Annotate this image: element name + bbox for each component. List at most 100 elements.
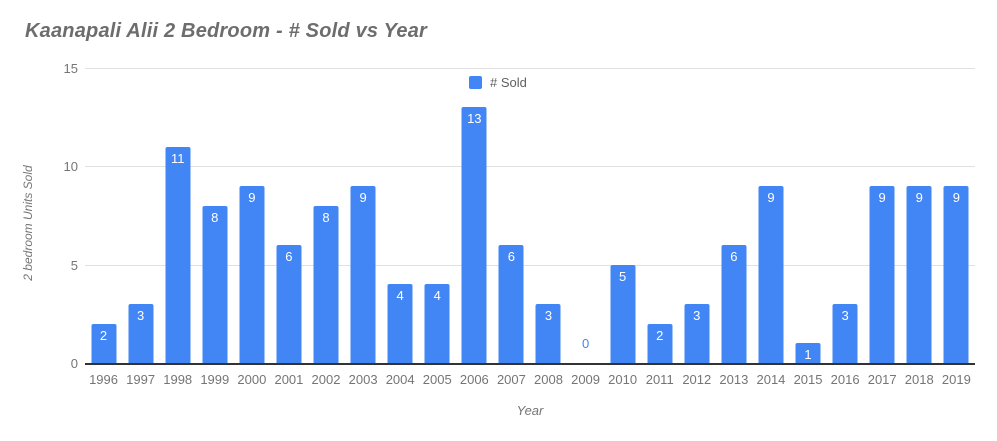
- bar-2000[interactable]: 9: [239, 186, 265, 363]
- bar-slot-2004: 4: [382, 68, 419, 365]
- legend-color-swatch: [469, 76, 482, 89]
- bar-value-label-1998: 11: [170, 150, 185, 166]
- x-tick-2019: 2019: [941, 372, 971, 387]
- bar-2002[interactable]: 8: [313, 205, 339, 363]
- y-tick-label-10: 10: [63, 159, 78, 175]
- x-tick-2012: 2012: [682, 372, 712, 387]
- bar-value-label-2012: 3: [693, 308, 701, 323]
- bar-value-label-2016: 3: [841, 308, 849, 323]
- bar-slot-2012: 3: [678, 68, 715, 365]
- bar-2006[interactable]: 13: [461, 107, 487, 363]
- bar-value-label-2006: 13: [467, 111, 482, 127]
- bar-slot-2001: 6: [270, 68, 307, 365]
- bar-value-label-2000: 9: [248, 190, 256, 205]
- bar-value-label-2013: 6: [730, 249, 738, 264]
- x-tick-2007: 2007: [496, 372, 526, 387]
- bar-value-label-1999: 8: [211, 209, 219, 225]
- bar-2004[interactable]: 4: [387, 284, 413, 363]
- bar-2013[interactable]: 6: [721, 245, 747, 363]
- x-tick-1998: 1998: [163, 372, 193, 387]
- bar-slot-2016: 3: [827, 68, 864, 365]
- bar-2001[interactable]: 6: [276, 245, 302, 363]
- bar-slot-2006: 13: [456, 68, 493, 365]
- x-tick-2005: 2005: [422, 372, 452, 387]
- bar-slot-2009: 0: [567, 68, 604, 365]
- x-tick-1999: 1999: [200, 372, 230, 387]
- gridline-10: [85, 166, 975, 168]
- bar-value-label-2003: 9: [359, 190, 367, 205]
- bar-slot-2003: 9: [345, 68, 382, 365]
- bar-slot-2019: 9: [938, 68, 975, 365]
- bar-value-label-2015: 1: [804, 347, 812, 363]
- y-tick-label-15: 15: [63, 61, 78, 76]
- bar-2018[interactable]: 9: [906, 186, 932, 363]
- x-tick-2018: 2018: [904, 372, 934, 387]
- x-axis-title: Year: [516, 403, 544, 418]
- bar-slot-2007: 6: [493, 68, 530, 365]
- x-tick-2006: 2006: [459, 372, 489, 387]
- bar-2016[interactable]: 3: [832, 304, 858, 363]
- bar-slot-1998: 11: [159, 68, 196, 365]
- bar-2010[interactable]: 5: [610, 264, 636, 363]
- bar-slot-1996: 2: [85, 68, 122, 365]
- bar-2005[interactable]: 4: [424, 284, 450, 363]
- x-tick-2008: 2008: [534, 372, 563, 387]
- bar-2019[interactable]: 9: [943, 186, 969, 363]
- bar-slot-2008: 3: [530, 68, 567, 365]
- x-tick-2004: 2004: [385, 372, 415, 387]
- bar-value-label-2019: 9: [952, 190, 960, 205]
- chart-title: Kaanapali Alii 2 Bedroom - # Sold vs Yea…: [25, 20, 428, 42]
- bar-1999[interactable]: 8: [202, 205, 228, 363]
- bar-value-label-2014: 9: [767, 190, 775, 205]
- bar-2003[interactable]: 9: [350, 186, 376, 363]
- x-tick-2003: 2003: [348, 372, 378, 387]
- bar-2012[interactable]: 3: [684, 304, 710, 363]
- x-tick-1997: 1997: [126, 372, 156, 387]
- x-axis-tick-row: 1996 1997 1998 1999 2000 2001 2002 2003 2004 2005…: [85, 372, 975, 387]
- x-tick-2000: 2000: [237, 372, 267, 387]
- bar-slot-2005: 4: [419, 68, 456, 365]
- x-tick-2001: 2001: [274, 372, 304, 387]
- bar-1998[interactable]: 11: [165, 146, 191, 363]
- gridline-5: [85, 264, 975, 266]
- bar-slot-1999: 8: [196, 68, 233, 365]
- bar-2011[interactable]: 2: [647, 323, 673, 363]
- plot-area: 2 3 11 8 9 6 8 9 4 4 13 6 3 0 5 2 3 6 9 1 3 9 9 9: [85, 68, 975, 365]
- bar-1997[interactable]: 3: [128, 304, 154, 363]
- bar-slot-2014: 9: [752, 68, 789, 365]
- x-tick-1996: 1996: [89, 372, 118, 387]
- y-tick-label-0: 0: [70, 356, 78, 371]
- bar-2014[interactable]: 9: [758, 186, 784, 363]
- bar-value-label-2005: 4: [433, 288, 441, 304]
- bar-slot-2018: 9: [901, 68, 938, 365]
- bar-2007[interactable]: 6: [498, 245, 524, 363]
- bar-slot-1997: 3: [122, 68, 159, 365]
- x-tick-2013: 2013: [719, 372, 749, 387]
- bar-value-label-2010: 5: [619, 268, 627, 284]
- x-tick-2009: 2009: [571, 372, 601, 387]
- bar-value-label-1997: 3: [136, 308, 145, 323]
- x-tick-2010: 2010: [608, 372, 638, 387]
- bar-value-label-2001: 6: [285, 249, 293, 264]
- bar-1996[interactable]: 2: [91, 323, 117, 363]
- x-tick-2016: 2016: [830, 372, 860, 387]
- bar-2008[interactable]: 3: [535, 304, 561, 363]
- x-axis-baseline: [85, 363, 975, 365]
- bar-slots: 2 3 11 8 9 6 8 9 4 4 13 6 3 0 5 2 3 6 9 1 3 9 9 9: [85, 68, 975, 365]
- bar-slot-2017: 9: [864, 68, 901, 365]
- bar-value-label-2009: 0: [581, 336, 590, 351]
- bar-2017[interactable]: 9: [869, 186, 895, 363]
- bar-2015[interactable]: 1: [795, 343, 821, 363]
- legend[interactable]: # Sold: [469, 75, 527, 90]
- bar-value-label-1996: 2: [99, 327, 108, 343]
- legend-series-label: # Sold: [490, 75, 527, 90]
- bar-value-label-2007: 6: [507, 249, 515, 264]
- x-tick-2011: 2011: [645, 372, 674, 387]
- bar-value-label-2002: 8: [322, 209, 330, 225]
- x-tick-2014: 2014: [756, 372, 786, 387]
- bar-value-label-2004: 4: [396, 288, 404, 304]
- bar-value-label-2008: 3: [544, 308, 553, 323]
- x-tick-2017: 2017: [867, 372, 897, 387]
- bar-slot-2010: 5: [604, 68, 641, 365]
